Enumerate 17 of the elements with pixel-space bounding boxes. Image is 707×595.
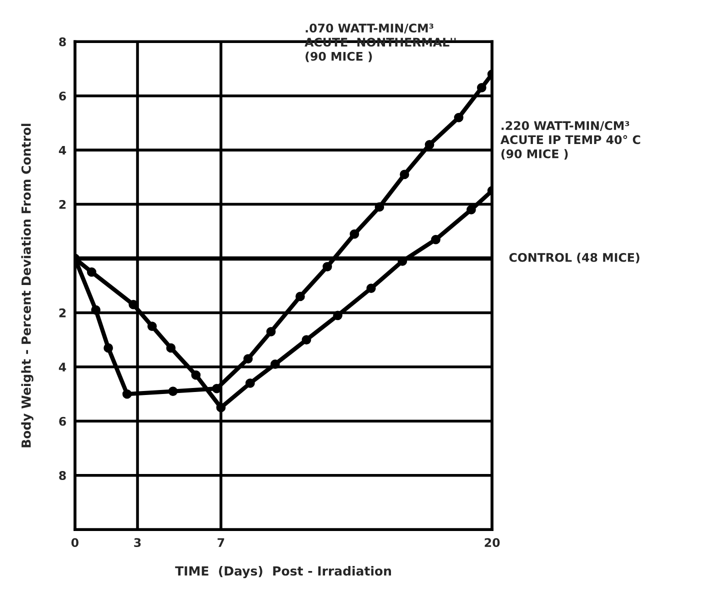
y-tick-label: 4 [58,146,66,155]
x-tick-label: 7 [218,538,224,547]
text: .070 WATT-MIN/CM³ ACUTE NONTHERMAL'' (90 MICE ) [304,24,456,62]
y-tick-label: 6 [59,92,66,101]
y-tick-label: 2 [59,200,66,209]
y-tick-label: 6 [59,416,66,426]
y-tick-label: 4 [58,362,66,372]
x-tick-label: 0 [71,538,78,548]
y-tick-label: 8 [59,471,66,480]
text: .220 WATT-MIN/CM³ ACUTE IP TEMP 40° C (90 MICE ) [500,121,640,160]
x-tick-label: 20 [484,538,500,548]
x-tick-label: 3 [134,538,141,548]
x-axis-title: TIME (Days) Post - Irradiation [175,566,391,578]
series-label: CONTROL (48 MICE) [509,252,640,264]
y-axis-title: Body Weight - Percent Deviation From Control [21,124,34,448]
y-tick-label: 2 [59,308,66,318]
y-tick-label: 8 [59,37,66,46]
